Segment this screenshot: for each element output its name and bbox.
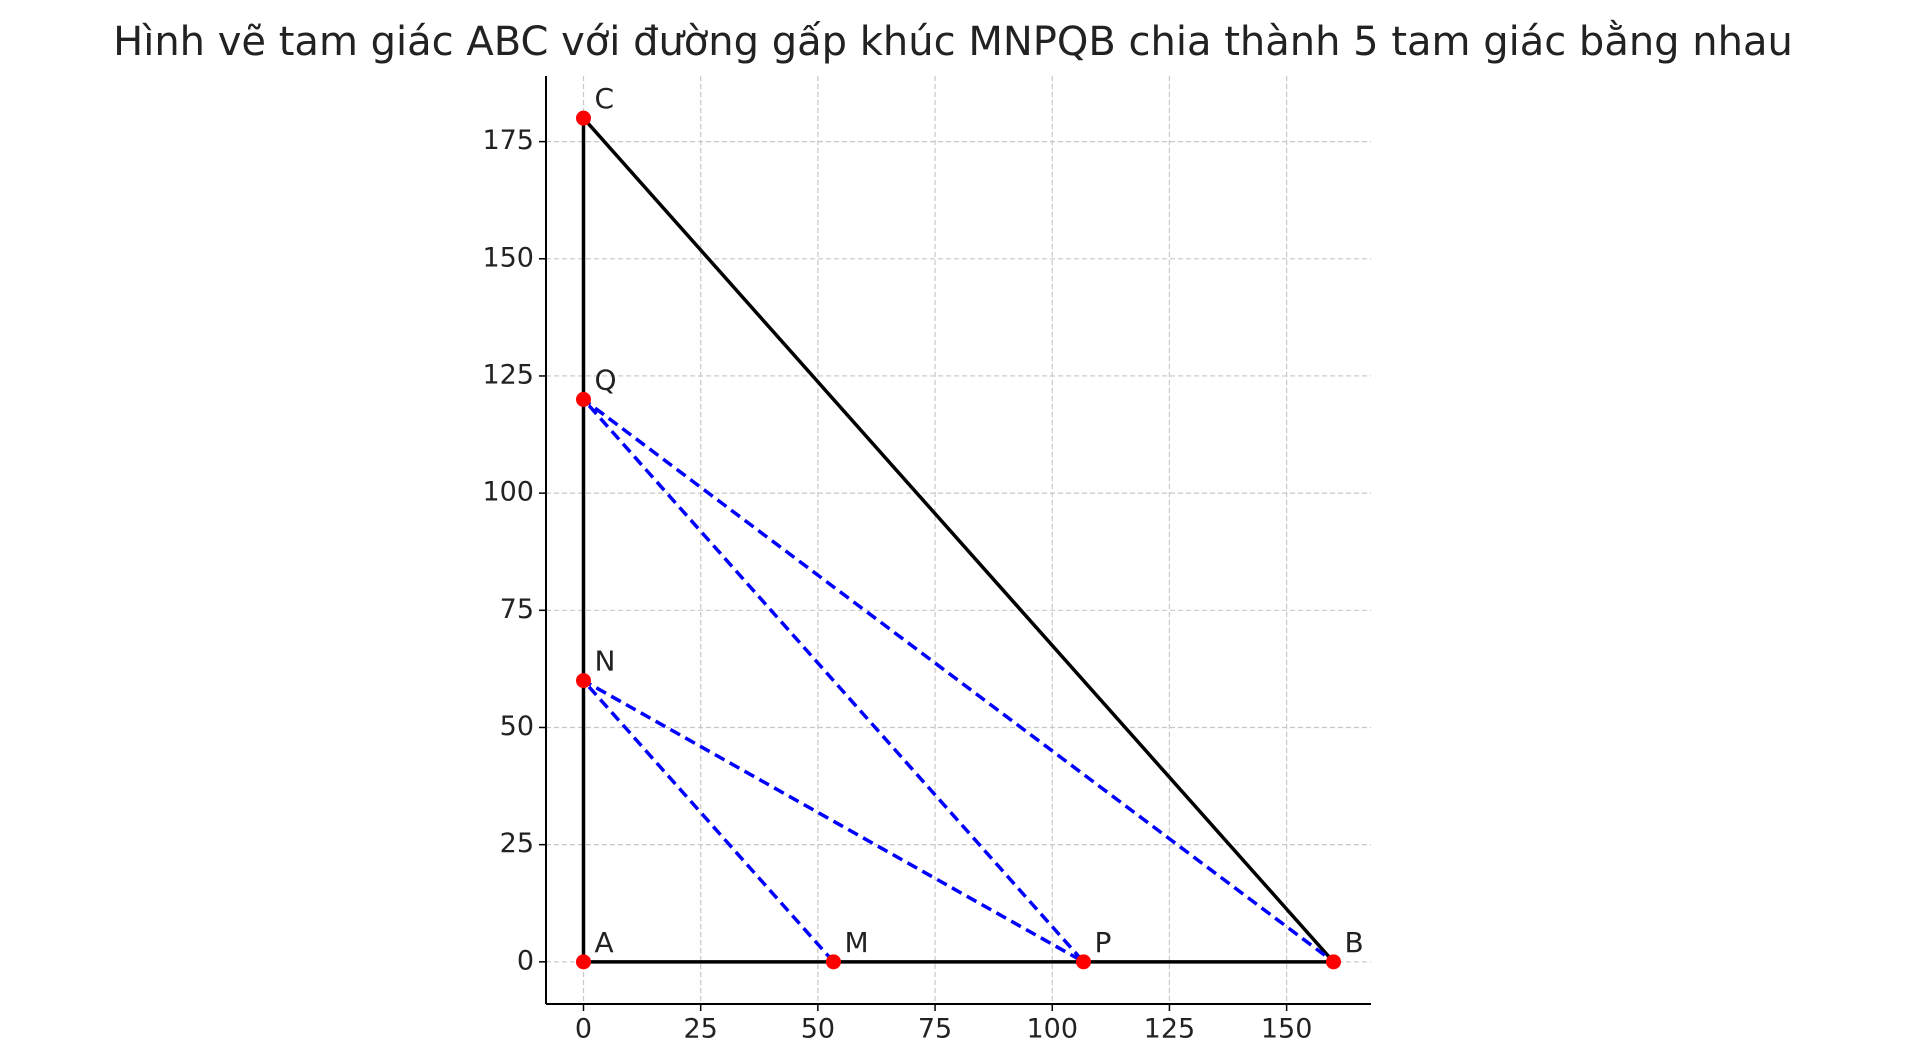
- point: [576, 391, 591, 407]
- x-tick-label: 50: [801, 1014, 835, 1045]
- point: [576, 954, 591, 970]
- point-label: M: [844, 926, 868, 959]
- line: [581, 113, 1338, 964]
- point-label: A: [595, 926, 614, 959]
- y-tick-label: 175: [482, 125, 534, 156]
- y-tick-label: 0: [517, 945, 534, 976]
- point: [576, 110, 591, 126]
- point-label: Q: [595, 363, 617, 396]
- chart-title: Hình vẽ tam giác ABC với đường gấp khúc …: [113, 19, 1793, 65]
- point-label: C: [595, 82, 615, 115]
- line: [582, 397, 1335, 964]
- x-tick-label: 25: [684, 1014, 718, 1045]
- y-tick-label: 125: [482, 359, 534, 390]
- x-tick-label: 0: [575, 1014, 592, 1045]
- point: [1076, 954, 1092, 970]
- point: [1326, 954, 1341, 970]
- y-tick-label: 50: [500, 711, 534, 742]
- y-tick-label: 25: [500, 828, 534, 859]
- y-tick-label: 75: [500, 594, 534, 625]
- point-label: N: [595, 645, 616, 678]
- x-tick-label: 150: [1261, 1014, 1313, 1045]
- x-tick-label: 75: [918, 1014, 952, 1045]
- x-tick-label: 125: [1144, 1014, 1196, 1045]
- y-tick-label: 100: [482, 477, 534, 508]
- y-tick-label: 150: [482, 242, 534, 273]
- point-label: P: [1095, 926, 1112, 959]
- point: [576, 673, 591, 689]
- x-tick-label: 100: [1026, 1014, 1078, 1045]
- point-label: B: [1345, 926, 1364, 959]
- point: [825, 954, 841, 970]
